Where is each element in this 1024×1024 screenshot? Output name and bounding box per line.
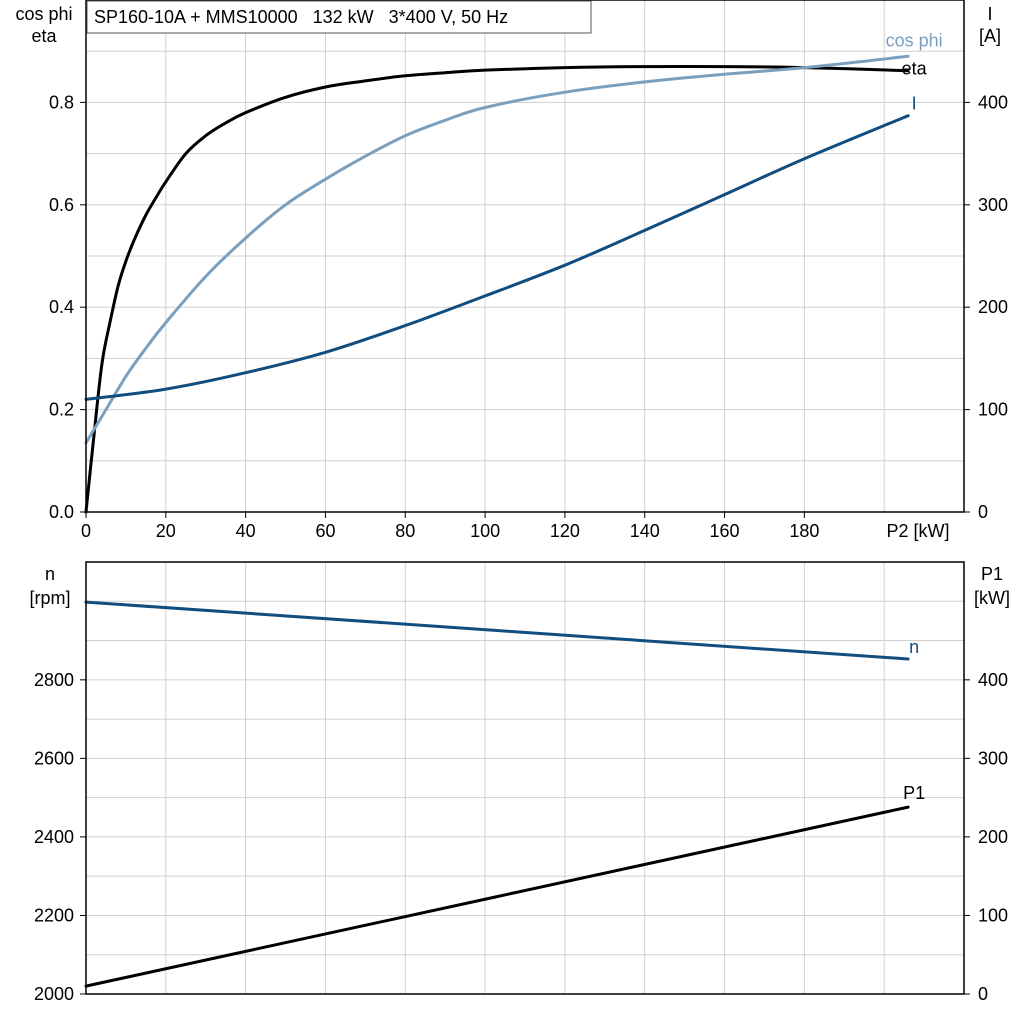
x-tick-label: 80	[395, 521, 415, 541]
x-tick-label: 140	[630, 521, 660, 541]
series-line-cos-phi	[84, 54, 910, 445]
top-tick-labels: 0.0 0.2 0.4 0.6 0.8 0 100 200 300 400 0 20 40 60 80 100…	[49, 92, 1008, 541]
y-left-tick-label: 0.6	[49, 195, 74, 215]
series-line-n	[84, 600, 910, 661]
y-left-tick-label: 0.0	[49, 502, 74, 522]
bottom-series-lines: n P1	[84, 600, 925, 988]
series-line-i	[84, 114, 910, 401]
bottom-tick-labels: 2000 2200 2400 2600 2800 0 100 200 300 400	[34, 670, 1008, 1004]
y-right-label-p1: P1	[981, 564, 1003, 584]
y-right-tick-label: 0	[978, 984, 988, 1004]
top-series-lines: eta cos phi I	[84, 30, 943, 514]
y-left-tick-label: 0.2	[49, 400, 74, 420]
top-grid	[86, 0, 964, 512]
y-right-tick-label: 0	[978, 502, 988, 522]
x-axis-label: P2 [kW]	[886, 521, 949, 541]
y-right-label-current: I	[987, 4, 992, 24]
chart-title: SP160-10A + MMS10000 132 kW 3*400 V, 50 …	[94, 7, 508, 27]
y-left-tick-label: 0.8	[49, 92, 74, 112]
y-left-label-rpm-unit: [rpm]	[29, 588, 70, 608]
series-label-p1: P1	[903, 783, 925, 803]
title-box	[86, 0, 592, 34]
x-tick-label: 100	[470, 521, 500, 541]
y-right-label-amps-unit: [A]	[979, 26, 1001, 46]
y-left-tick-label: 2000	[34, 984, 74, 1004]
y-left-tick-label: 0.4	[49, 297, 74, 317]
x-tick-label: 40	[236, 521, 256, 541]
y-right-tick-label: 200	[978, 827, 1008, 847]
series-label-eta: eta	[902, 59, 928, 79]
x-tick-label: 120	[550, 521, 580, 541]
y-left-tick-label: 2200	[34, 905, 74, 925]
y-right-tick-label: 100	[978, 905, 1008, 925]
x-tick-label: 0	[81, 521, 91, 541]
y-right-tick-label: 100	[978, 400, 1008, 420]
y-left-tick-label: 2600	[34, 748, 74, 768]
y-left-tick-label: 2400	[34, 827, 74, 847]
y-right-tick-label: 200	[978, 297, 1008, 317]
series-label-i: I	[912, 94, 917, 114]
series-line-eta	[84, 64, 910, 514]
y-right-label-kw-unit: [kW]	[974, 588, 1010, 608]
y-left-label-speed: n	[45, 564, 55, 584]
x-tick-label: 60	[315, 521, 335, 541]
y-right-tick-label: 400	[978, 92, 1008, 112]
x-tick-label: 180	[789, 521, 819, 541]
x-tick-label: 160	[710, 521, 740, 541]
y-right-tick-label: 300	[978, 748, 1008, 768]
y-left-tick-label: 2800	[34, 670, 74, 690]
x-tick-label: 20	[156, 521, 176, 541]
top-plot-frame	[85, 0, 965, 513]
y-right-tick-label: 400	[978, 670, 1008, 690]
series-label-n: n	[909, 637, 919, 657]
y-left-label-eta: eta	[31, 26, 57, 46]
y-left-label-cosphi: cos phi	[15, 4, 72, 24]
y-right-tick-label: 300	[978, 195, 1008, 215]
series-line-p1	[84, 805, 910, 988]
bottom-plot-frame	[85, 561, 965, 995]
series-label-cos-phi: cos phi	[886, 30, 943, 50]
